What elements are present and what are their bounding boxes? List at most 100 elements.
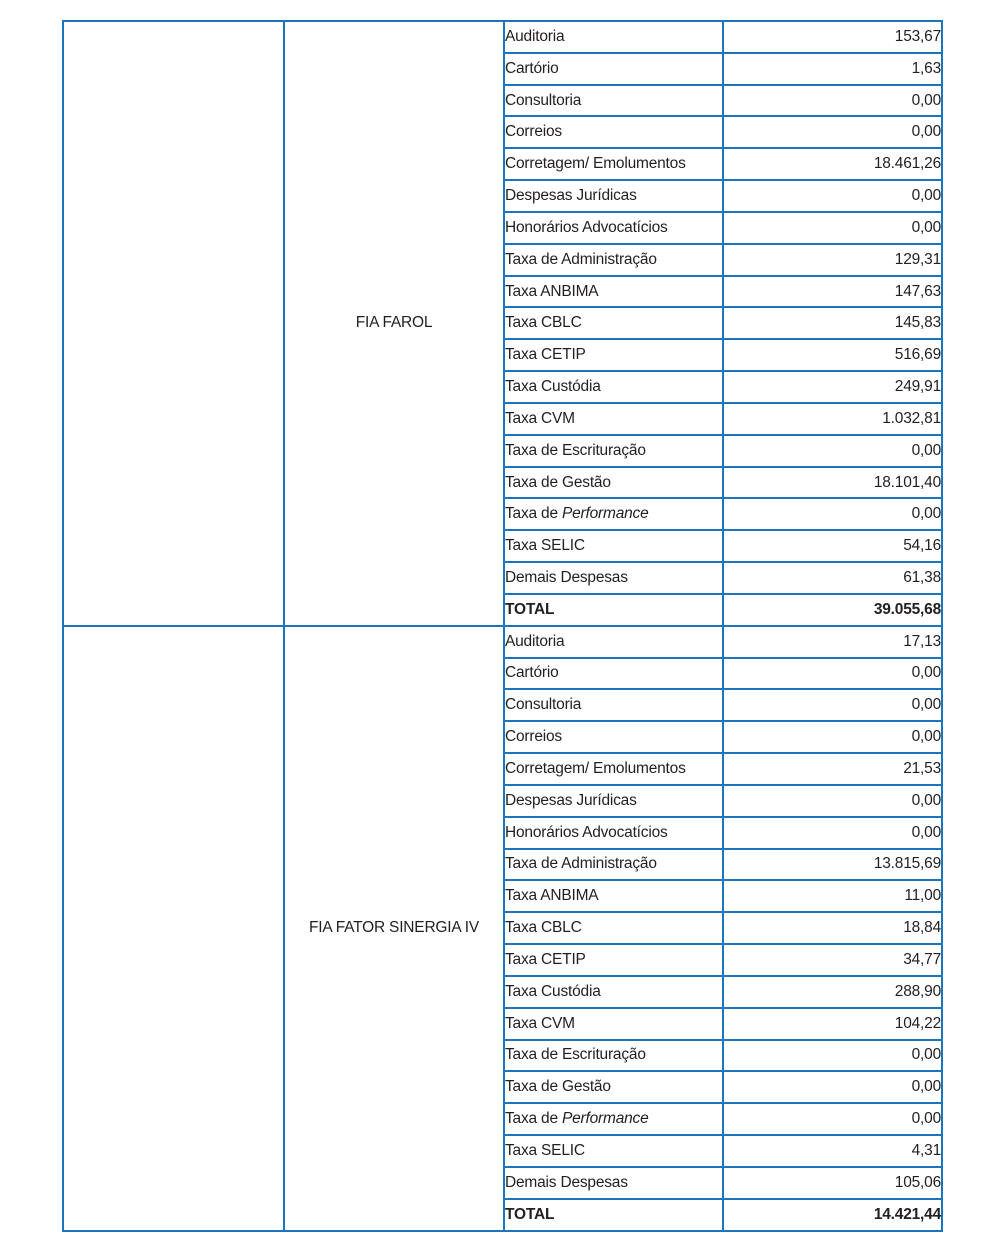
expense-value-cell: 18.101,40: [722, 465, 943, 500]
fund-group-cell: [62, 20, 285, 627]
expense-label-cell: Corretagem/ Emolumentos: [503, 752, 724, 786]
table-row: Taxa CBLC 18,84: [63, 911, 943, 946]
expense-value-cell: 1,63: [722, 51, 943, 86]
expense-value-cell: 153,67: [722, 20, 943, 54]
expense-label-cell: Taxa de Performance: [503, 1102, 724, 1136]
fund-expenses-table: FIA FAROL Auditoria 153,67 Cartório 1,63 Cons…: [62, 20, 943, 1233]
table-row: Consultoria 0,00: [63, 83, 943, 118]
expense-value-cell: 0,00: [722, 179, 943, 213]
expense-label-cell: Taxa de Administração: [503, 242, 724, 277]
expense-label-cell: Demais Despesas: [503, 561, 724, 595]
expense-value-cell: 18,84: [722, 911, 943, 946]
expense-label-italic: Performance: [562, 1110, 649, 1128]
expense-label-cell: Demais Despesas: [503, 1165, 724, 1200]
table-row: Taxa CETIP 34,77: [63, 943, 943, 977]
expense-label-cell: Correios: [503, 720, 724, 755]
expense-value-cell: 0,00: [722, 1102, 943, 1136]
expense-value-cell: 0,00: [722, 815, 943, 850]
expense-value-cell: 0,00: [722, 1070, 943, 1105]
table-row: Taxa de Performance 0,00: [63, 497, 943, 532]
expense-label-cell: Taxa de Gestão: [503, 465, 724, 500]
total-value-cell: 14.421,44: [722, 1197, 943, 1233]
expense-value-cell: 0,00: [722, 497, 943, 532]
table-row: Taxa de Gestão 0,00: [63, 1070, 943, 1105]
expense-label-cell: Consultoria: [503, 688, 724, 723]
expense-value-cell: 147,63: [722, 274, 943, 309]
total-label-cell: TOTAL: [503, 1197, 724, 1233]
table-row: Cartório 0,00: [63, 656, 943, 691]
expense-value-cell: 4,31: [722, 1133, 943, 1168]
expense-label-cell: Auditoria: [503, 20, 724, 54]
expense-value-cell: 104,22: [722, 1006, 943, 1041]
table-row: Consultoria 0,00: [63, 688, 943, 723]
table-row: Despesas Jurídicas 0,00: [63, 179, 943, 213]
table-row: Taxa de Administração 129,31: [63, 242, 943, 277]
expense-value-cell: 288,90: [722, 974, 943, 1009]
table-row: Honorários Advocatícios 0,00: [63, 210, 943, 245]
expense-label-cell: Taxa de Escrituração: [503, 433, 724, 468]
total-row: TOTAL 39.055,68: [63, 592, 943, 627]
expense-label-cell: Taxa de Gestão: [503, 1070, 724, 1105]
table-row: Corretagem/ Emolumentos 21,53: [63, 752, 943, 786]
expense-value-cell: 105,06: [722, 1165, 943, 1200]
expense-value-cell: 1.032,81: [722, 401, 943, 436]
expense-label-cell: Honorários Advocatícios: [503, 210, 724, 245]
expense-label-cell: Taxa de Escrituração: [503, 1038, 724, 1073]
fund-name-cell: FIA FAROL: [283, 20, 505, 627]
fund-group-cell: [62, 624, 285, 1233]
expense-label-cell: Taxa de Performance: [503, 497, 724, 532]
table-row: Taxa de Escrituração 0,00: [63, 1038, 943, 1073]
table-row: FIA FATOR SINERGIA IV Auditoria 17,13: [62, 624, 943, 1233]
expense-label-cell: Honorários Advocatícios: [503, 815, 724, 850]
expense-label-italic: Performance: [562, 505, 649, 523]
expense-label-cell: Cartório: [503, 656, 724, 691]
table-row: Taxa de Gestão 18.101,40: [63, 465, 943, 500]
expense-label-cell: Taxa ANBIMA: [503, 274, 724, 309]
expense-label-cell: Taxa CBLC: [503, 911, 724, 946]
expense-value-cell: 54,16: [722, 529, 943, 564]
table-row: Demais Despesas 105,06: [63, 1165, 943, 1200]
expense-value-cell: 0,00: [722, 656, 943, 691]
expense-label-cell: Taxa de Administração: [503, 847, 724, 882]
table-row: Taxa Custódia 249,91: [63, 370, 943, 404]
expense-value-cell: 11,00: [722, 879, 943, 914]
expense-value-cell: 0,00: [722, 115, 943, 150]
expense-value-cell: 0,00: [722, 720, 943, 755]
table-row: Taxa de Performance 0,00: [63, 1102, 943, 1136]
expense-value-cell: 17,13: [722, 624, 943, 659]
table-row: FIA FAROL Auditoria 153,67: [62, 20, 943, 627]
table-row: Correios 0,00: [63, 115, 943, 150]
table-row: Taxa SELIC 4,31: [63, 1133, 943, 1168]
table-row: Taxa CETIP 516,69: [63, 338, 943, 373]
table-row: Taxa CBLC 145,83: [63, 306, 943, 341]
table-row: Honorários Advocatícios 0,00: [63, 815, 943, 850]
expense-value-cell: 0,00: [722, 83, 943, 118]
expense-value-cell: 18.461,26: [722, 147, 943, 182]
table-row: Demais Despesas 61,38: [63, 561, 943, 595]
expense-label-cell: Consultoria: [503, 83, 724, 118]
expense-value-cell: 516,69: [722, 338, 943, 373]
expense-label-cell: Taxa SELIC: [503, 529, 724, 564]
expense-label-cell: Correios: [503, 115, 724, 150]
expense-value-cell: 0,00: [722, 688, 943, 723]
table-row: Correios 0,00: [63, 720, 943, 755]
expense-label-cell: Auditoria: [503, 624, 724, 659]
expense-label-cell: Taxa CETIP: [503, 338, 724, 373]
expense-label-cell: Taxa Custódia: [503, 974, 724, 1009]
table-row: Corretagem/ Emolumentos 18.461,26: [63, 147, 943, 182]
expense-label-cell: Taxa CVM: [503, 401, 724, 436]
expense-value-cell: 249,91: [722, 370, 943, 404]
expense-value-cell: 0,00: [722, 433, 943, 468]
expense-label-cell: Taxa CBLC: [503, 306, 724, 341]
expense-label-cell: Taxa Custódia: [503, 370, 724, 404]
expense-value-cell: 0,00: [722, 783, 943, 818]
expense-label-cell: Corretagem/ Emolumentos: [503, 147, 724, 182]
table-row: Taxa CVM 1.032,81: [63, 401, 943, 436]
table-row: Taxa SELIC 54,16: [63, 529, 943, 564]
expense-value-cell: 129,31: [722, 242, 943, 277]
expense-label-cell: Taxa SELIC: [503, 1133, 724, 1168]
table-row: Taxa CVM 104,22: [63, 1006, 943, 1041]
expense-value-cell: 13.815,69: [722, 847, 943, 882]
expense-label-cell: Despesas Jurídicas: [503, 783, 724, 818]
